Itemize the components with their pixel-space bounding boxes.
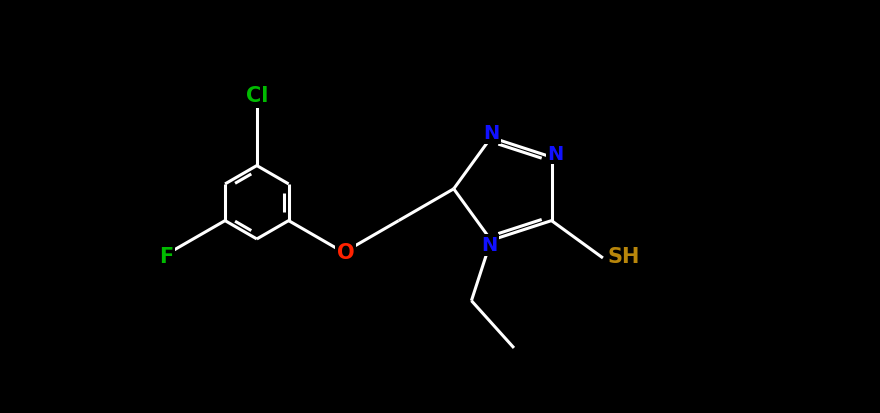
- Text: N: N: [481, 236, 498, 255]
- Text: Cl: Cl: [246, 85, 268, 105]
- Text: N: N: [547, 145, 563, 164]
- Text: O: O: [337, 243, 355, 263]
- Text: F: F: [159, 247, 173, 266]
- Text: Cl: Cl: [246, 87, 268, 107]
- Text: SH: SH: [608, 246, 640, 266]
- Text: O: O: [337, 243, 355, 263]
- Text: N: N: [483, 124, 499, 143]
- Text: F: F: [159, 247, 173, 266]
- Text: SH: SH: [608, 246, 640, 266]
